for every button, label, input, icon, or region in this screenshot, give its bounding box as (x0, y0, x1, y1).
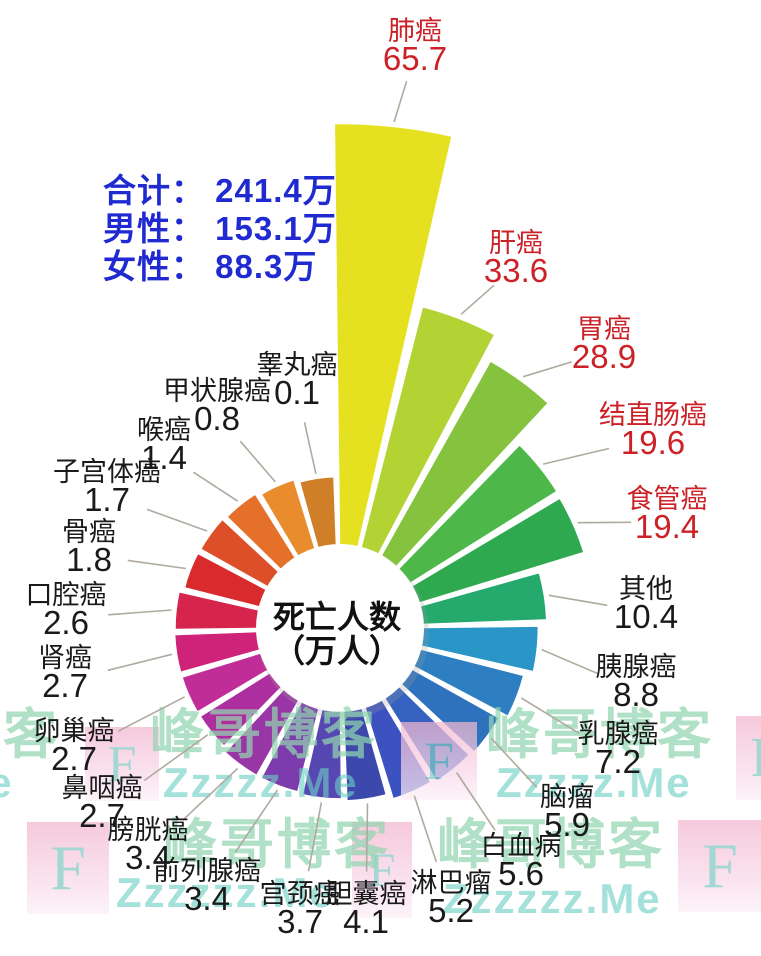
category-label-肝癌: 肝癌 (489, 228, 543, 258)
category-value-骨癌: 1.8 (66, 541, 112, 578)
leader-line-脑瘤 (490, 737, 538, 788)
category-value-喉癌: 1.4 (141, 439, 187, 476)
category-value-胰腺癌: 8.8 (613, 676, 659, 713)
stat-female: 女性： 88.3万 (103, 248, 318, 285)
category-value-卵巢癌: 2.7 (51, 740, 97, 777)
category-value-鼻咽癌: 2.7 (79, 797, 125, 834)
category-value-口腔癌: 2.6 (43, 604, 89, 641)
leader-line-喉癌 (192, 471, 239, 502)
stat-male: 男性： 153.1万 (103, 210, 337, 247)
leader-line-结直肠癌 (542, 447, 610, 465)
category-label-前列腺癌: 前列腺癌 (153, 856, 261, 886)
leader-line-乳腺癌 (520, 697, 580, 735)
category-value-甲状腺癌: 0.8 (194, 400, 240, 437)
category-value-前列腺癌: 3.4 (184, 880, 230, 917)
category-value-睾丸癌: 0.1 (274, 374, 320, 411)
category-value-肝癌: 33.6 (484, 252, 548, 289)
category-value-白血病: 5.6 (498, 855, 544, 892)
leader-line-其他 (548, 594, 608, 607)
leader-line-肺癌 (393, 80, 408, 123)
category-label-白血病: 白血病 (481, 831, 562, 861)
leader-line-睾丸癌 (303, 422, 317, 474)
leader-line-甲状腺癌 (239, 440, 276, 483)
category-label-胃癌: 胃癌 (577, 314, 631, 344)
category-value-胃癌: 28.9 (572, 338, 636, 375)
category-value-淋巴瘤: 5.2 (428, 892, 474, 929)
category-label-乳腺癌: 乳腺癌 (578, 719, 659, 749)
leader-line-宫颈癌 (307, 802, 323, 872)
leader-line-鼻咽癌 (143, 734, 209, 782)
category-label-宫颈癌: 宫颈癌 (260, 879, 341, 909)
category-label-肾癌: 肾癌 (38, 643, 92, 673)
category-label-胰腺癌: 胰腺癌 (596, 652, 677, 682)
leader-line-口腔癌 (108, 609, 172, 616)
leader-line-白血病 (455, 772, 496, 831)
leader-line-前列腺癌 (234, 789, 279, 853)
leader-line-膀胱癌 (183, 767, 239, 820)
leader-line-胆囊癌 (365, 803, 369, 872)
category-value-肾癌: 2.7 (42, 667, 88, 704)
summary-stats: 合计： 241.4万 男性： 153.1万 女性： 88.3万 (103, 172, 337, 286)
category-label-脑瘤: 脑瘤 (540, 782, 594, 812)
leader-line-肾癌 (107, 653, 173, 672)
category-label-睾丸癌: 睾丸癌 (257, 350, 338, 380)
category-value-食管癌: 19.4 (635, 508, 699, 545)
category-value-胆囊癌: 4.1 (343, 903, 389, 940)
stat-total: 合计： 241.4万 (103, 172, 337, 209)
category-label-食管癌: 食管癌 (627, 484, 708, 514)
leader-line-骨癌 (127, 559, 187, 570)
category-value-乳腺癌: 7.2 (595, 743, 641, 780)
center-label-line2: （万人） (273, 633, 401, 669)
category-value-膀胱癌: 3.4 (125, 839, 171, 876)
leader-line-子宫体癌 (146, 508, 208, 532)
leader-line-淋巴瘤 (413, 795, 438, 863)
category-value-脑瘤: 5.9 (544, 806, 590, 843)
category-label-其他: 其他 (619, 574, 673, 604)
leader-line-胃癌 (522, 361, 572, 378)
leader-line-胰腺癌 (541, 648, 599, 675)
category-label-肺癌: 肺癌 (388, 16, 442, 46)
category-value-其他: 10.4 (614, 598, 678, 635)
category-label-淋巴瘤: 淋巴瘤 (411, 868, 492, 898)
category-label-甲状腺癌: 甲状腺癌 (163, 376, 271, 406)
center-label-line1: 死亡人数 (273, 599, 402, 635)
center-circle (256, 544, 424, 712)
leader-line-卵巢癌 (117, 696, 185, 732)
category-value-宫颈癌: 3.7 (277, 903, 323, 940)
category-label-膀胱癌: 膀胱癌 (108, 815, 189, 845)
category-value-肺癌: 65.7 (383, 40, 447, 77)
leader-line-肝癌 (460, 284, 495, 315)
category-value-子宫体癌: 1.7 (84, 481, 130, 518)
category-label-骨癌: 骨癌 (62, 517, 116, 547)
category-label-子宫体癌: 子宫体癌 (53, 457, 161, 487)
category-label-口腔癌: 口腔癌 (26, 580, 107, 610)
category-value-结直肠癌: 19.6 (621, 424, 685, 461)
category-label-喉癌: 喉癌 (137, 415, 191, 445)
category-label-结直肠癌: 结直肠癌 (599, 400, 707, 430)
